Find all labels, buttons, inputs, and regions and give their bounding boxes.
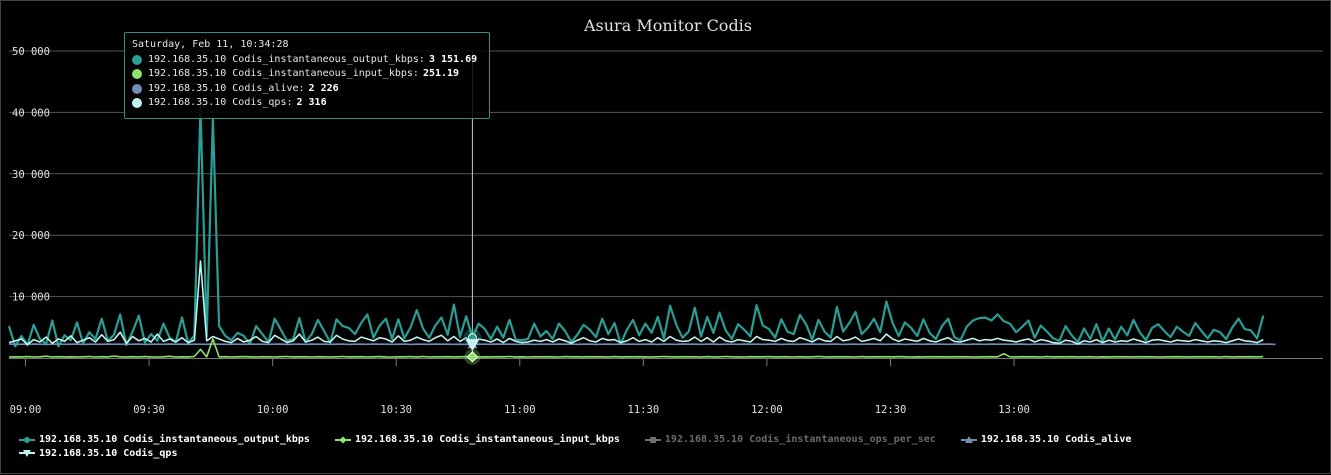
x-tick-label: 12:30: [875, 404, 907, 416]
diamond-icon: [334, 435, 351, 444]
triangle-down-icon: [19, 449, 35, 457]
x-tick-label: 11:00: [504, 404, 536, 416]
legend-item-label: 192.168.35.10 Codis_instantaneous_input_…: [354, 434, 620, 445]
tooltip-header: Saturday, Feb 11, 10:34:28: [132, 39, 289, 50]
square-icon: [644, 436, 661, 444]
x-tick-label: 12:00: [751, 404, 783, 416]
x-tick-label: 10:30: [380, 404, 412, 416]
x-tick-label: 10:00: [257, 404, 289, 416]
hover-layer: [463, 51, 482, 365]
series-line: [8, 343, 1276, 346]
tooltip-row-label: 192.168.35.10 Codis_instantaneous_input_…: [148, 68, 419, 79]
hover-marker: [465, 339, 480, 351]
tooltip-row: 192.168.35.10 Codis_instantaneous_output…: [132, 53, 482, 68]
legend-item-label: 192.168.35.10 Codis_qps: [39, 447, 178, 459]
series-line: [7, 105, 1265, 348]
tooltip-row-value: 3 151.69: [428, 53, 478, 65]
tooltip-row-label: 192.168.35.10 Codis_qps:: [148, 97, 293, 108]
legend-item-input-kbps[interactable]: 192.168.35.10 Codis_instantaneous_input_…: [334, 433, 620, 446]
legend-item-label: 192.168.35.10 Codis_alive: [980, 434, 1132, 445]
grid-lines: [9, 50, 1323, 298]
tooltip-row: 192.168.35.10 Codis_alive: 2 226: [132, 82, 482, 97]
legend-item-label: 192.168.35.10 Codis_instantaneous_ops_pe…: [664, 434, 936, 445]
legend-item-output-kbps[interactable]: 192.168.35.10 Codis_instantaneous_output…: [19, 433, 310, 446]
series-dot-icon: [132, 69, 142, 80]
x-tick-label: 09:30: [133, 404, 165, 416]
tooltip-row: 192.168.35.10 Codis_instantaneous_input_…: [132, 67, 482, 82]
series-line: [8, 338, 1264, 358]
series-dot-icon: [132, 98, 142, 109]
y-tick-label: 20 000: [12, 230, 50, 242]
x-tick-label: 09:00: [10, 404, 42, 416]
tooltip-row-value: 251.19: [422, 68, 460, 79]
legend-item-qps[interactable]: 192.168.35.10 Codis_qps: [19, 447, 177, 460]
circle-icon: [19, 436, 35, 444]
tooltip-row-value: 2 316: [296, 97, 327, 108]
y-tick-label: 50 000: [12, 46, 50, 58]
series-dot-icon: [132, 54, 142, 65]
tooltip-row-label: 192.168.35.10 Codis_alive:: [148, 82, 305, 94]
y-tick-label: 30 000: [12, 169, 50, 181]
chart-title: Asura Monitor Codis: [583, 16, 752, 35]
series-layer: [7, 105, 1276, 358]
legend-item-label: 192.168.35.10 Codis_instantaneous_output…: [39, 434, 310, 445]
triangle-icon: [960, 435, 977, 444]
legend: 192.168.35.10 Codis_instantaneous_output…: [19, 433, 1319, 460]
y-axis: 10 000 20 000 30 000 40 000 50 000: [12, 46, 50, 304]
legend-item-alive[interactable]: 192.168.35.10 Codis_alive: [960, 433, 1132, 446]
series-line: [8, 260, 1264, 346]
series-dot-icon: [132, 83, 142, 94]
x-tick-label: 13:00: [998, 404, 1030, 416]
tooltip-row-label: 192.168.35.10 Codis_instantaneous_output…: [148, 53, 425, 65]
y-tick-label: 40 000: [12, 107, 50, 119]
tooltip: Saturday, Feb 11, 10:34:28 192.168.35.10…: [124, 32, 490, 119]
x-axis: 09:00 09:30 10:00 10:30 11:00 11:30 12:00 12:30…: [9, 358, 1323, 416]
tooltip-row: 192.168.35.10 Codis_qps: 2 316: [132, 96, 482, 111]
tooltip-row-value: 2 226: [308, 82, 339, 94]
hover-marker: [466, 351, 479, 363]
y-tick-label: 10 000: [12, 292, 50, 304]
legend-item-ops-per-sec[interactable]: 192.168.35.10 Codis_instantaneous_ops_pe…: [644, 433, 936, 446]
x-tick-label: 11:30: [628, 404, 660, 416]
